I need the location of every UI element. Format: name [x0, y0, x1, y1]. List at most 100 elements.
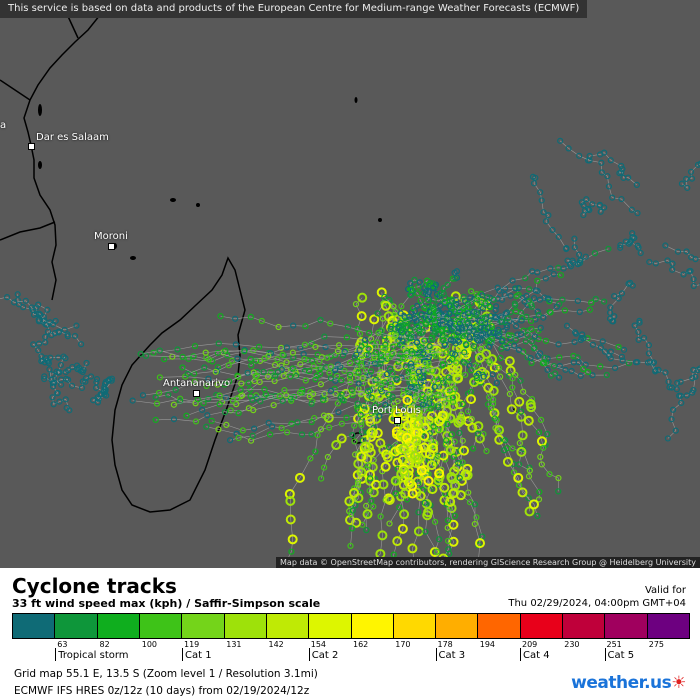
track-point — [174, 346, 181, 353]
track-point — [252, 373, 259, 380]
track-line — [187, 344, 447, 375]
track-point — [215, 340, 222, 347]
track-point — [356, 467, 367, 478]
track-point — [509, 277, 516, 284]
track-point — [316, 358, 323, 365]
track-point — [528, 396, 536, 403]
track-point — [484, 294, 491, 301]
track-point — [417, 297, 424, 304]
track-point — [373, 391, 384, 402]
track-point — [520, 388, 527, 395]
track-point — [625, 240, 633, 247]
track-point — [598, 169, 605, 176]
track-point — [445, 445, 456, 456]
track-point — [495, 326, 502, 333]
track-point — [377, 360, 384, 367]
track-point — [481, 320, 489, 327]
track-point — [541, 294, 548, 301]
track-point — [665, 378, 672, 385]
track-point — [335, 409, 342, 416]
track-point — [396, 341, 403, 349]
track-point — [576, 251, 583, 258]
track-point — [215, 426, 222, 433]
track-line — [681, 163, 700, 189]
track-point — [152, 394, 159, 401]
cyclone-track-map[interactable]: This service is based on data and produc… — [0, 0, 700, 568]
track-point — [517, 430, 528, 441]
track-point — [288, 548, 295, 555]
track-point — [674, 379, 681, 386]
track-point — [83, 359, 90, 367]
track-point — [568, 367, 575, 375]
track-point — [445, 546, 452, 553]
track-point — [261, 355, 268, 362]
track-point — [566, 261, 574, 268]
track-point — [309, 357, 316, 364]
track-point — [256, 378, 263, 386]
track-point — [529, 337, 536, 345]
track-point — [542, 337, 550, 345]
track-point — [170, 401, 177, 408]
track-point — [354, 480, 362, 488]
city-marker — [394, 417, 401, 424]
track-point — [20, 304, 27, 311]
track-point — [90, 397, 97, 404]
track-point — [620, 346, 628, 353]
track-point — [599, 338, 606, 345]
track-point — [351, 438, 358, 445]
track-point — [344, 323, 352, 331]
track-point — [294, 419, 301, 426]
track-line — [159, 362, 457, 382]
track-point — [229, 357, 236, 364]
track-point — [509, 384, 516, 391]
track-point — [108, 375, 116, 382]
track-point — [360, 402, 367, 409]
weather-us-logo[interactable]: weather.us☀ — [571, 673, 686, 693]
track-point — [539, 360, 546, 367]
track-point — [313, 372, 320, 379]
scale-tick: 162 — [353, 640, 369, 649]
track-point — [436, 348, 443, 355]
track-point — [446, 471, 457, 482]
track-point — [596, 202, 603, 209]
track-point — [413, 383, 420, 390]
track-point — [409, 350, 416, 357]
track-point — [419, 431, 430, 442]
track-point — [516, 439, 523, 447]
track-point — [201, 364, 208, 371]
track-point — [415, 509, 422, 516]
track-point — [55, 329, 62, 336]
track-point — [222, 395, 230, 402]
track-point — [453, 373, 464, 384]
track-point — [435, 427, 442, 434]
track-point — [557, 137, 564, 144]
track-point — [285, 514, 296, 525]
track-point — [233, 401, 240, 408]
track-point — [537, 416, 545, 423]
track-point — [427, 484, 438, 495]
track-point — [337, 394, 344, 401]
wind-speed-color-scale — [12, 613, 690, 639]
map-canvas — [0, 0, 700, 568]
track-line — [676, 368, 700, 390]
track-point — [429, 280, 437, 287]
track-point — [531, 333, 539, 340]
track-point — [302, 323, 309, 330]
track-point — [634, 210, 641, 217]
track-point — [308, 418, 315, 426]
track-point — [448, 380, 455, 388]
track-point — [445, 496, 456, 507]
track-point — [321, 333, 328, 340]
track-point — [448, 488, 459, 499]
track-point — [363, 527, 370, 534]
track-point — [592, 295, 599, 303]
track-point — [172, 386, 179, 393]
track-point — [517, 408, 525, 415]
track-point — [244, 369, 251, 376]
track-point — [347, 374, 354, 381]
track-point — [321, 464, 328, 471]
track-point — [492, 303, 500, 310]
track-point — [605, 245, 612, 252]
track-point — [408, 286, 415, 294]
track-point — [509, 445, 516, 452]
